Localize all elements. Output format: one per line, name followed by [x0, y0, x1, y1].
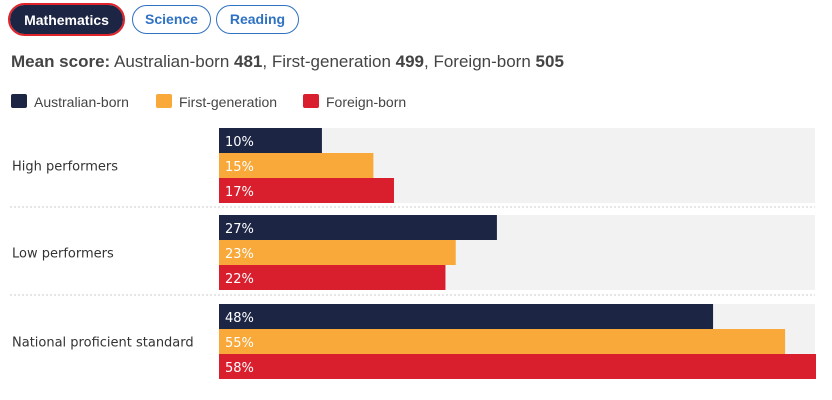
bar-value-label: 23% [225, 247, 254, 262]
legend-swatch-australian-born [11, 94, 27, 108]
bar-value-label: 48% [225, 311, 254, 326]
mean-score-group-australian: Australian-born [114, 52, 230, 71]
category-label: Low performers [12, 247, 114, 262]
tab-science[interactable]: Science [132, 5, 211, 34]
legend-label-first-generation: First-generation [179, 94, 278, 110]
legend-swatch-foreign-born [303, 94, 319, 108]
bar-value-label: 17% [225, 185, 254, 200]
bar-value-label: 22% [225, 272, 254, 287]
legend-swatch-first-generation [156, 94, 172, 108]
tab-mathematics[interactable]: Mathematics [8, 3, 125, 36]
legend-label-australian-born: Australian-born [34, 94, 129, 110]
bar-first-generation [219, 329, 786, 354]
mean-score-group-first-gen: First-generation [271, 52, 391, 71]
mean-score-label: Mean score: [11, 52, 111, 71]
bar-australian-born [219, 215, 497, 240]
bar-value-label: 58% [225, 361, 254, 376]
category-label: High performers [12, 160, 118, 175]
bar-value-label: 10% [225, 135, 254, 150]
tab-reading[interactable]: Reading [216, 5, 299, 34]
mean-score-line: Mean score: Australian-born 481, First-g… [11, 52, 564, 71]
mean-score-group-foreign: Foreign-born [433, 52, 531, 71]
bar-australian-born [219, 304, 714, 329]
bar-value-label: 55% [225, 336, 254, 351]
bar-value-label: 27% [225, 222, 254, 237]
mean-score-value-foreign: 505 [535, 52, 564, 71]
bar-foreign-born [219, 178, 394, 203]
mean-score-value-australian: 481 [234, 52, 263, 71]
bar-foreign-born [219, 265, 446, 290]
bar-foreign-born [219, 354, 816, 379]
bar-australian-born [219, 128, 322, 153]
bar-value-label: 15% [225, 160, 254, 175]
bar-first-generation [219, 153, 374, 178]
legend-label-foreign-born: Foreign-born [326, 94, 407, 110]
category-label: National proficient standard [12, 336, 194, 351]
mean-score-value-first-gen: 499 [395, 52, 425, 71]
bar-first-generation [219, 240, 456, 265]
